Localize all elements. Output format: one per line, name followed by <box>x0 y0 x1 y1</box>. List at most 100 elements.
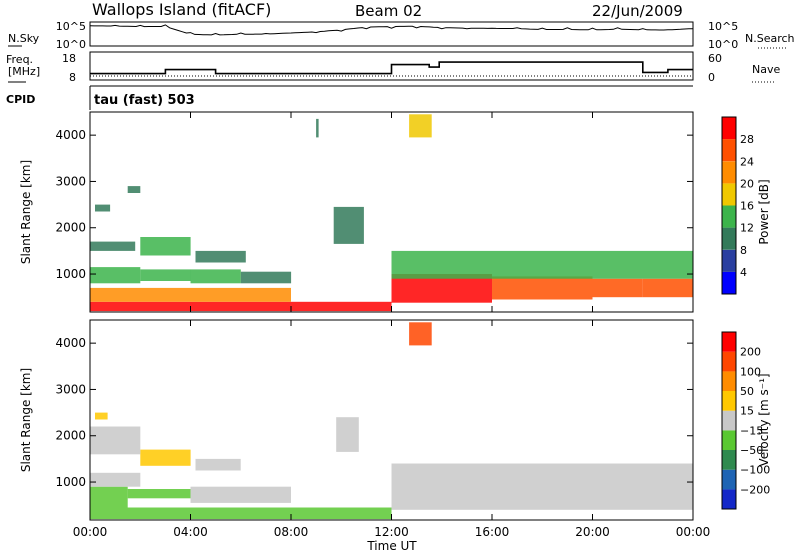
xtick-label-1: 04:00 <box>173 525 208 539</box>
colorbar-tick-3: 15 <box>740 405 754 418</box>
heatmap-cell-2 <box>90 267 141 284</box>
heatmap-cell-8 <box>336 417 359 452</box>
xtick-label-4: 16:00 <box>475 525 510 539</box>
xtick-label-0: 00:00 <box>73 525 108 539</box>
cpid-value: tau (fast) 503 <box>94 93 195 108</box>
heatmap-cell-1 <box>90 287 291 302</box>
colorbar-swatch-7 <box>722 351 736 372</box>
colorbar-tick-0: 28 <box>740 133 754 146</box>
heatmap-cell-11 <box>95 412 108 420</box>
colorbar-tick-5: −50 <box>740 444 763 457</box>
colorbar-swatch-6 <box>722 139 736 162</box>
ytick-label-3: 1000 <box>55 475 86 489</box>
colorbar-swatch-4 <box>722 183 736 206</box>
heatmap-cell-4 <box>90 472 141 487</box>
colorbar-swatch-3 <box>722 430 736 450</box>
noise-series-line <box>89 24 693 36</box>
velocity-colorbar-label: Velocity [m s⁻¹] <box>757 373 771 466</box>
heatmap-cell-7 <box>140 237 191 256</box>
heatmap-cell-13 <box>492 276 593 300</box>
noise-left-tick-bottom: 10^0 <box>56 38 86 51</box>
power-yaxis: 4000 3000 2000 1000 <box>55 128 693 281</box>
heatmap-cell-1 <box>90 486 128 508</box>
colorbar-swatch-6 <box>722 371 736 391</box>
beam-title: Beam 02 <box>355 2 422 20</box>
station-title: Wallops Island (fitACF) <box>92 0 271 19</box>
power-ylabel: Slant Range [km] <box>19 160 33 264</box>
colorbar-tick-7: −200 <box>740 483 770 496</box>
ytick-label-1: 3000 <box>55 174 86 188</box>
noise-panel-frame <box>89 21 694 47</box>
xtick-label-3: 12:00 <box>374 525 409 539</box>
colorbar-tick-3: 16 <box>740 200 754 213</box>
heatmap-cell-14 <box>592 278 643 298</box>
heatmap-cell-3 <box>140 269 191 281</box>
heatmap-cell-5 <box>140 449 191 466</box>
heatmap-cell-5 <box>240 271 292 284</box>
frequency-series-line <box>90 61 693 75</box>
colorbar-swatch-1 <box>722 469 736 490</box>
xtick-label-5: 20:00 <box>575 525 610 539</box>
power-colorbar: 28 24 20 16 12 8 4 <box>721 116 754 295</box>
velocity-heatmap <box>90 322 693 520</box>
ytick-label-3: 1000 <box>55 267 86 281</box>
velocity-panel: 4000 3000 2000 1000 Slant Range [km] 200 100… <box>19 319 771 521</box>
heatmap-cell-10 <box>409 322 432 346</box>
freq-right-tick-top: 60 <box>708 52 722 65</box>
frequency-panel: Freq. [MHz] 18 8 60 0 Nave <box>6 51 780 84</box>
freq-left-tick-top: 18 <box>62 52 76 65</box>
heatmap-cell-4 <box>190 269 241 284</box>
cpid-label: CPID <box>6 93 35 106</box>
date-title: 22/Jun/2009 <box>592 2 683 20</box>
colorbar-swatch-7 <box>722 117 736 140</box>
velocity-ylabel: Slant Range [km] <box>19 368 33 472</box>
ytick-label-2: 2000 <box>55 221 86 235</box>
colorbar-tick-4: 12 <box>740 222 754 235</box>
heatmap-cell-16 <box>391 250 693 279</box>
noise-right-tick-bottom: 10^0 <box>708 38 738 51</box>
heatmap-cell-10 <box>127 186 141 193</box>
noise-right-label: N.Search <box>745 32 795 45</box>
noise-left-tick-top: 10^5 <box>56 20 86 33</box>
freq-panel-frame <box>89 51 694 81</box>
noise-left-label: N.Sky <box>8 32 40 45</box>
heatmap-cell-8 <box>195 250 246 263</box>
ytick-label-2: 2000 <box>55 429 86 443</box>
colorbar-swatch-8 <box>722 332 736 352</box>
time-axis-label: Time UT <box>366 539 417 553</box>
heatmap-cell-3 <box>190 486 291 503</box>
freq-label-line2: [MHz] <box>8 65 40 78</box>
heatmap-cell-9 <box>95 204 111 212</box>
colorbar-swatch-0 <box>722 271 736 294</box>
power-heatmap <box>90 114 694 312</box>
colorbar-frame <box>721 116 737 295</box>
xtick-label-2: 08:00 <box>274 525 309 539</box>
velocity-yaxis: 4000 3000 2000 1000 <box>55 336 693 489</box>
ytick-label-0: 4000 <box>55 336 86 350</box>
noise-panel: N.Sky 10^5 10^0 10^5 10^0 N.Search <box>8 20 795 51</box>
noise-right-tick-top: 10^5 <box>708 20 738 33</box>
freq-left-tick-bottom: 8 <box>69 71 76 84</box>
heatmap-cell-9 <box>391 463 693 510</box>
heatmap-cell-0 <box>90 301 392 312</box>
colorbar-swatch-5 <box>722 161 736 184</box>
colorbar-frame <box>721 331 737 510</box>
colorbar-swatch-2 <box>722 227 736 250</box>
power-colorbar-label: Power [dB] <box>757 179 771 244</box>
velocity-colorbar: 200 100 50 15 −15 −50 −100 −200 <box>721 331 770 510</box>
colorbar-swatch-4 <box>722 410 736 431</box>
heatmap-cell-15 <box>642 278 694 298</box>
colorbar-swatch-0 <box>722 489 736 509</box>
colorbar-tick-1: 100 <box>740 365 761 378</box>
ytick-label-1: 3000 <box>55 382 86 396</box>
heatmap-cell-18 <box>316 118 319 138</box>
heatmap-cell-6 <box>90 241 136 251</box>
colorbar-tick-5: 8 <box>740 244 747 257</box>
heatmap-cell-17 <box>409 114 432 138</box>
heatmap-cell-11 <box>333 206 364 244</box>
nave-label: Nave <box>752 63 780 76</box>
colorbar-tick-0: 200 <box>740 346 761 359</box>
colorbar-tick-4: −15 <box>740 424 763 437</box>
colorbar-tick-2: 50 <box>740 385 754 398</box>
